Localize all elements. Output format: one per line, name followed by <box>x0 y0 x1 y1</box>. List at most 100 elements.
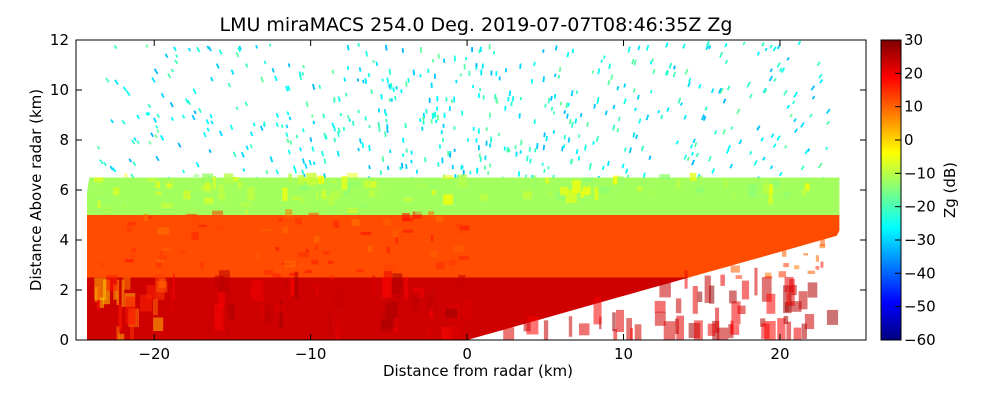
speckle-cell <box>268 43 272 47</box>
y-tick-label: 8 <box>59 131 69 149</box>
speckle-cell <box>628 147 633 154</box>
speckle-cell <box>287 149 291 155</box>
texture-cell <box>568 316 573 337</box>
texture-cell <box>435 261 445 270</box>
cloud-top-cell <box>247 187 255 201</box>
texture-cell <box>271 328 277 340</box>
speckle-cell <box>623 98 627 105</box>
speckle-cell <box>125 90 131 97</box>
speckle-cell <box>809 113 813 118</box>
speckle-cell <box>443 58 446 63</box>
speckle-cell <box>769 68 773 73</box>
speckle-cell <box>612 124 616 131</box>
speckle-cell <box>472 126 475 131</box>
texture-cell <box>786 321 792 340</box>
speckle-cell <box>132 161 137 167</box>
texture-cell <box>172 273 175 301</box>
texture-cell <box>435 215 443 222</box>
texture-cell <box>720 274 725 286</box>
texture-cell <box>630 328 633 340</box>
speckle-cell <box>136 114 140 120</box>
speckle-cell <box>309 137 313 143</box>
speckle-cell <box>543 132 546 138</box>
texture-cell <box>783 315 789 324</box>
texture-cell <box>461 301 472 319</box>
cloud-top-cell <box>651 188 655 197</box>
speckle-cell <box>797 40 802 46</box>
cloud-top-cell <box>432 190 436 196</box>
texture-cell <box>126 227 132 232</box>
texture-cell <box>188 217 200 222</box>
texture-cell <box>201 186 204 190</box>
speckle-cell <box>425 108 428 114</box>
texture-cell <box>801 323 807 339</box>
texture-cell <box>118 333 125 340</box>
cloud-top-cell <box>334 189 344 196</box>
speckle-cell <box>252 122 256 127</box>
cloud-top-cell <box>582 177 593 182</box>
speckle-cell <box>675 140 679 145</box>
texture-cell <box>94 277 107 301</box>
speckle-cell <box>479 46 482 53</box>
speckle-cell <box>506 147 509 153</box>
speckle-cell <box>275 112 279 118</box>
speckle-cell <box>705 40 710 47</box>
texture-cell <box>730 265 740 273</box>
texture-cell <box>384 264 396 271</box>
speckle-cell <box>817 162 823 169</box>
speckle-cell <box>455 79 458 84</box>
colorbar-tick-label: −10 <box>904 164 936 182</box>
texture-cell <box>815 255 819 262</box>
speckle-cell <box>400 162 404 169</box>
texture-cell <box>697 291 703 302</box>
speckle-cell <box>441 157 444 164</box>
texture-cell <box>347 172 358 178</box>
speckle-cell <box>437 53 440 59</box>
speckle-cell <box>169 101 174 108</box>
speckle-cell <box>195 162 200 168</box>
texture-cell <box>212 210 224 215</box>
speckle-cell <box>691 159 695 166</box>
speckle-cell <box>377 123 381 130</box>
speckle-cell <box>462 169 465 176</box>
cloud-top-cell <box>617 176 624 187</box>
speckle-cell <box>388 98 391 102</box>
speckle-cell <box>424 157 427 163</box>
speckle-cell <box>637 45 641 51</box>
speckle-cell <box>816 61 821 67</box>
speckle-cell <box>515 151 518 157</box>
speckle-cell <box>145 44 149 48</box>
cloud-top-cell <box>572 180 581 194</box>
texture-cell <box>196 321 208 340</box>
speckle-cell <box>724 59 729 65</box>
texture-cell <box>332 207 339 214</box>
cloud-top-cell <box>480 193 488 201</box>
texture-cell <box>204 197 214 204</box>
texture-cell <box>593 296 602 325</box>
texture-cell <box>158 278 167 288</box>
ice-speckle-layer <box>96 40 831 183</box>
texture-cell <box>613 329 618 340</box>
speckle-cell <box>510 101 513 107</box>
speckle-cell <box>401 48 404 53</box>
speckle-cell <box>544 103 547 108</box>
speckle-cell <box>346 44 350 51</box>
speckle-cell <box>362 79 365 84</box>
speckle-cell <box>174 59 179 65</box>
speckle-cell <box>761 42 765 47</box>
speckle-cell <box>380 94 383 100</box>
speckle-cell <box>687 81 691 88</box>
speckle-cell <box>530 79 534 84</box>
colorbar-tick-label: −60 <box>904 331 936 349</box>
texture-cell <box>709 285 715 304</box>
speckle-cell <box>793 118 797 123</box>
speckle-cell <box>410 159 413 164</box>
cloud-top-cell <box>696 185 704 193</box>
texture-cell <box>223 298 227 313</box>
cloud-top-cell <box>204 177 211 192</box>
texture-cell <box>417 183 428 187</box>
speckle-cell <box>719 51 724 58</box>
cloud-top-cell <box>220 190 226 202</box>
speckle-cell <box>746 81 751 88</box>
